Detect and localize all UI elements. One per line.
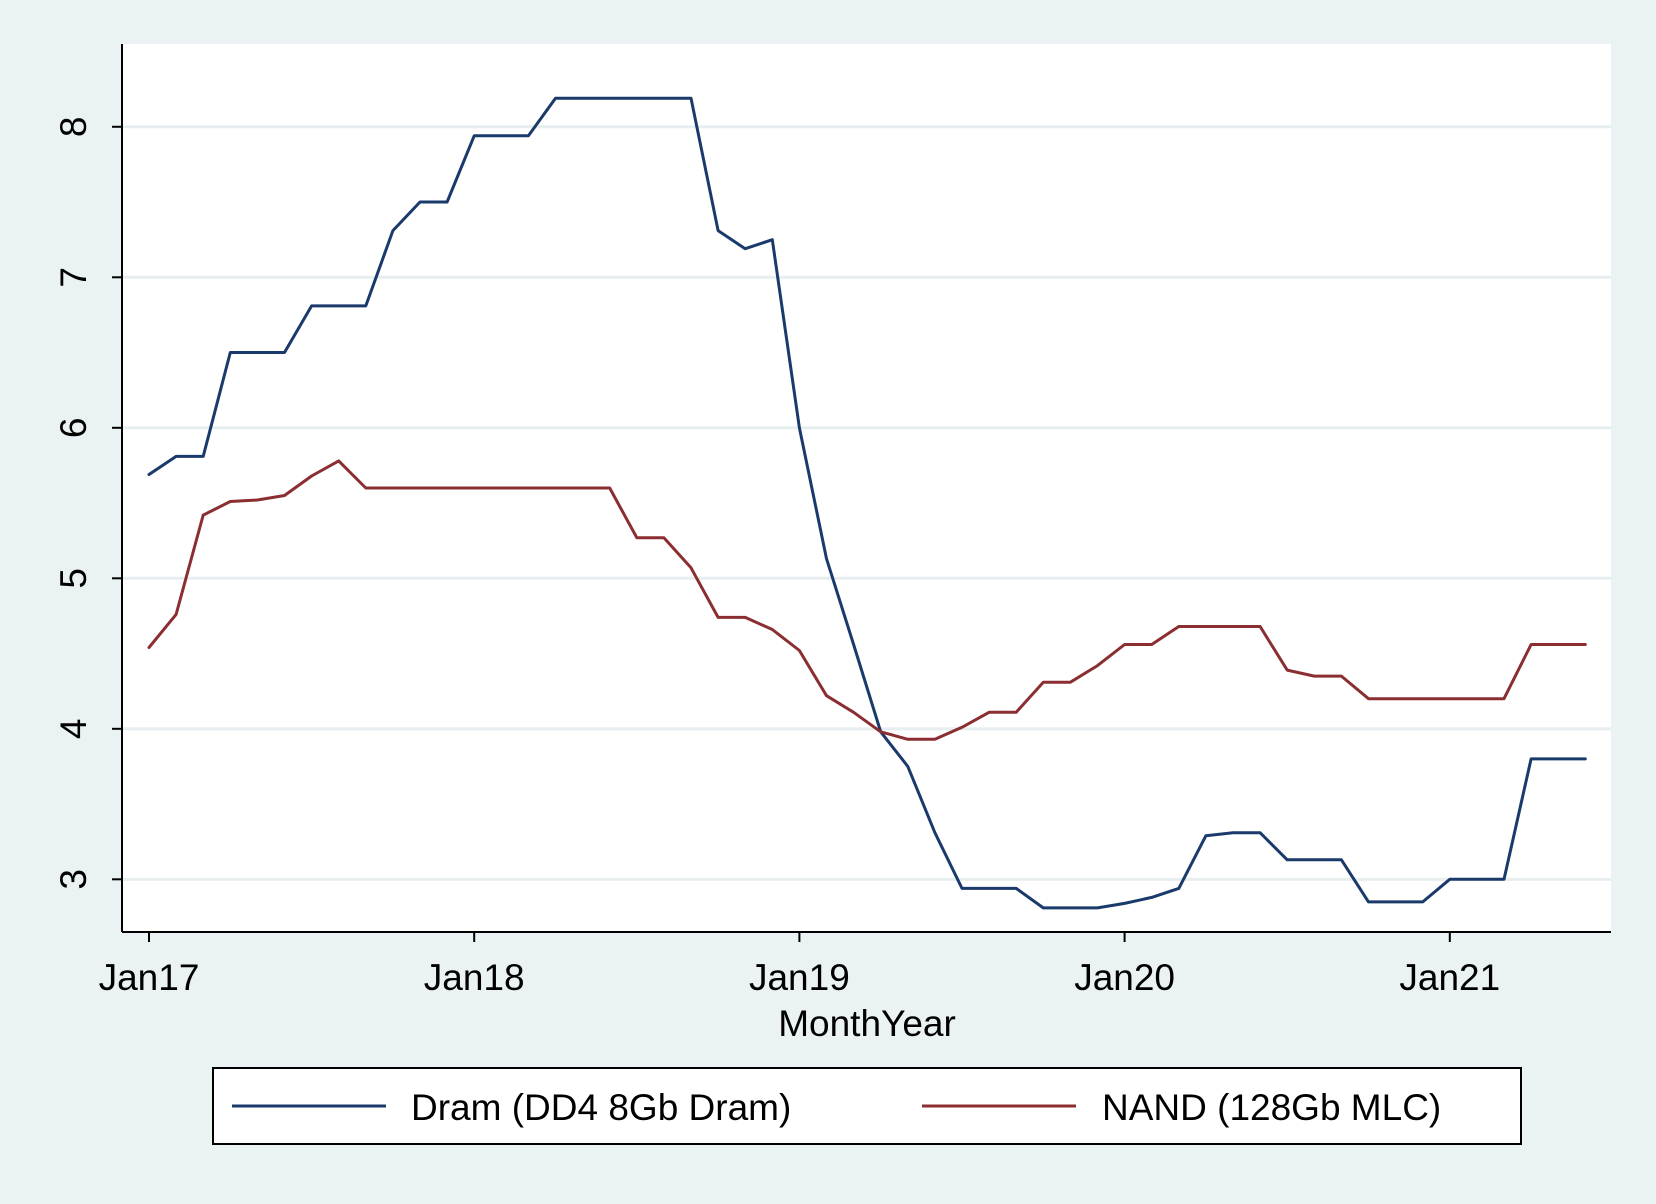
- y-tick-label-8: 8: [53, 116, 94, 137]
- x-tick-label-Jan21: Jan21: [1399, 957, 1500, 998]
- x-tick-label-Jan18: Jan18: [424, 957, 525, 998]
- legend: Dram (DD4 8Gb Dram) NAND (128Gb MLC): [212, 1067, 1522, 1145]
- legend-box: [212, 1067, 1522, 1145]
- y-tick-label-6: 6: [53, 418, 94, 439]
- x-axis-title: MonthYear: [778, 1003, 956, 1044]
- y-tick-label-5: 5: [53, 568, 94, 589]
- y-tick-label-7: 7: [53, 267, 94, 288]
- series-line-dram: [147, 96, 1587, 910]
- y-axis-ticks: 3 4 5 6 7 8: [53, 116, 122, 890]
- x-tick-label-Jan20: Jan20: [1074, 957, 1175, 998]
- series-lines: [147, 96, 1587, 910]
- legend-label-nand: NAND (128Gb MLC): [1102, 1087, 1441, 1128]
- x-tick-label-Jan17: Jan17: [99, 957, 200, 998]
- y-tick-label-3: 3: [53, 869, 94, 890]
- x-tick-label-Jan19: Jan19: [749, 957, 850, 998]
- series-line-nand: [147, 459, 1587, 741]
- y-tick-label-4: 4: [53, 719, 94, 740]
- grid-lines: [122, 125, 1611, 881]
- x-axis-ticks: Jan17 Jan18 Jan19 Jan20 Jan21: [99, 932, 1500, 998]
- plot-area: [122, 44, 1611, 932]
- legend-label-dram: Dram (DD4 8Gb Dram): [411, 1087, 791, 1128]
